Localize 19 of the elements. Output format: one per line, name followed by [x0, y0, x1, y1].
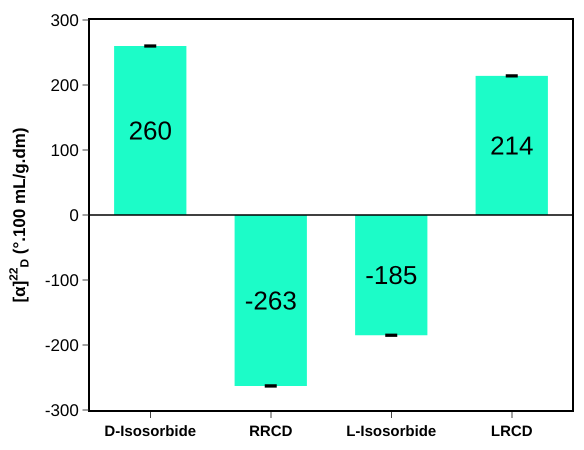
bar [114, 46, 186, 215]
y-tick-label: 100 [50, 140, 79, 160]
y-tick-label: -300 [44, 400, 79, 420]
y-tick-label: -200 [44, 336, 79, 355]
x-tick-label: LRCD [490, 422, 533, 440]
y-tick-label: 200 [50, 76, 79, 95]
y-tick-label: -100 [44, 270, 79, 290]
y-tick-label: 300 [50, 10, 79, 30]
x-tick-label: D-Isosorbide [104, 422, 196, 440]
x-tick-label: L-Isosorbide [346, 422, 436, 440]
data-label: -185 [365, 260, 418, 290]
data-label: 260 [128, 116, 172, 146]
data-label: 214 [490, 130, 534, 160]
data-label: -263 [244, 285, 297, 316]
x-tick-label: RRCD [249, 422, 293, 440]
bar [234, 215, 307, 386]
bar [476, 76, 548, 215]
y-tick-label: 0 [69, 206, 79, 225]
bar [355, 215, 428, 336]
